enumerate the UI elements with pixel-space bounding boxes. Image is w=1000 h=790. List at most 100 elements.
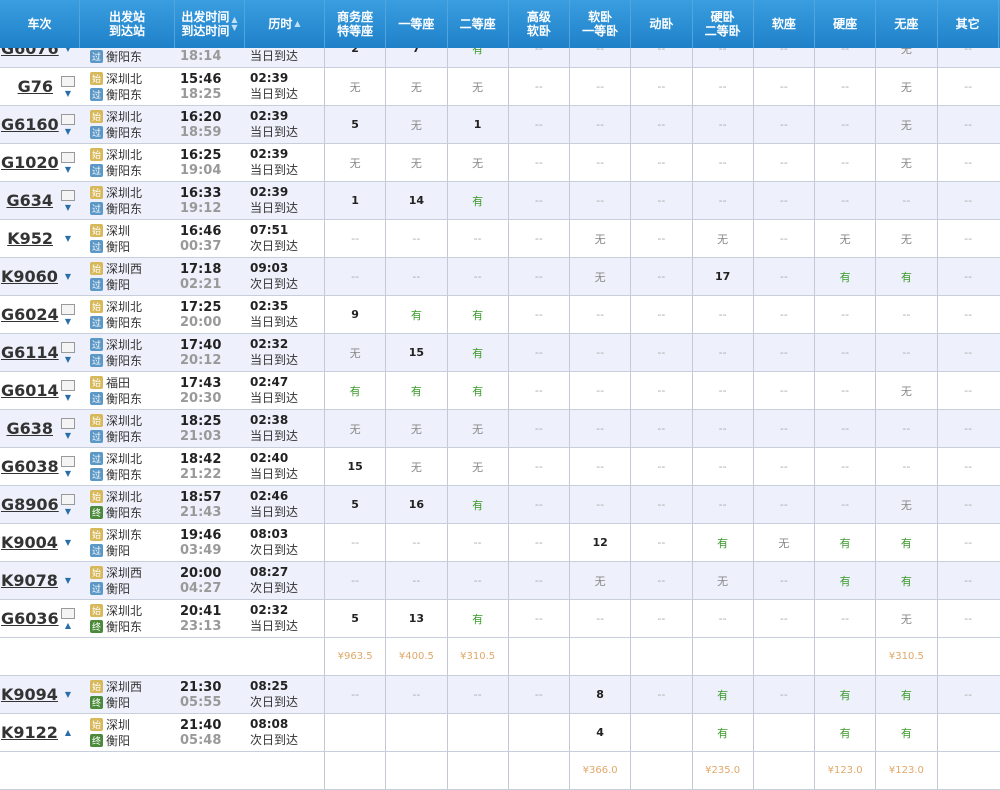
expand-down-icon[interactable]: ▼	[64, 430, 72, 440]
expand-down-icon[interactable]: ▼	[64, 202, 72, 212]
train-number-link[interactable]: K9122	[1, 723, 58, 742]
seat-availability[interactable]: 有	[325, 372, 387, 409]
seat-availability[interactable]: 15	[325, 448, 387, 485]
seat-availability[interactable]: 有	[876, 714, 938, 751]
train-info-doc-icon[interactable]	[61, 75, 75, 87]
train-info-doc-icon[interactable]	[61, 493, 75, 505]
seat-availability[interactable]: 有	[448, 296, 509, 333]
seat-availability[interactable]: 有	[448, 30, 509, 67]
train-number-link[interactable]: G634	[6, 191, 53, 210]
train-info-doc-icon[interactable]	[61, 607, 75, 619]
train-number-link[interactable]: G6160	[1, 115, 59, 134]
seat-availability[interactable]: 有	[815, 258, 877, 295]
expand-down-icon[interactable]: ▼	[64, 164, 72, 174]
train-number-link[interactable]: K952	[7, 229, 53, 248]
seat-availability[interactable]: 有	[693, 714, 754, 751]
seat-availability[interactable]: 有	[448, 486, 509, 523]
train-number-link[interactable]: G6036	[1, 609, 59, 628]
collapse-up-icon[interactable]: ▲	[64, 620, 72, 630]
expand-down-icon[interactable]: ▼	[64, 272, 72, 281]
train-info-doc-icon[interactable]	[61, 379, 75, 391]
seat-availability[interactable]: 有	[448, 182, 509, 219]
train-info-doc-icon[interactable]	[61, 455, 75, 467]
collapse-up-icon[interactable]: ▲	[64, 728, 72, 737]
from-station: 始深圳北	[90, 413, 142, 429]
train-info-doc-icon[interactable]	[61, 113, 75, 125]
seat-availability: --	[631, 562, 693, 599]
expand-down-icon[interactable]: ▼	[64, 506, 72, 516]
expand-down-icon[interactable]: ▼	[64, 392, 72, 402]
seat-availability[interactable]: 13	[386, 600, 448, 637]
seat-availability: --	[964, 422, 973, 435]
expand-down-icon[interactable]: ▼	[64, 234, 72, 243]
seat-availability[interactable]: 5	[325, 486, 387, 523]
seat-availability[interactable]: 有	[876, 676, 938, 713]
train-info-doc-icon[interactable]	[61, 417, 75, 429]
train-number-link[interactable]: G6038	[1, 457, 59, 476]
seat-availability[interactable]: 7	[386, 30, 448, 67]
train-info-doc-icon[interactable]	[61, 341, 75, 353]
train-number-link[interactable]: G6014	[1, 381, 59, 400]
seat-availability[interactable]: 有	[815, 562, 877, 599]
train-number-link[interactable]: K9094	[1, 685, 58, 704]
seat-availability[interactable]: 有	[876, 524, 938, 561]
seat-availability[interactable]: 有	[448, 334, 509, 371]
seat-availability[interactable]: 17	[693, 258, 754, 295]
seat-availability: --	[964, 612, 973, 625]
seat-availability[interactable]: 有	[815, 676, 877, 713]
expand-down-icon[interactable]: ▼	[64, 576, 72, 585]
pass-station-tag-icon: 过	[90, 582, 103, 595]
sort-up-icon[interactable]: ▲	[231, 15, 238, 24]
train-number-link[interactable]: G76	[17, 77, 53, 96]
seat-availability[interactable]: 有	[386, 296, 448, 333]
seat-availability[interactable]: 12	[570, 524, 632, 561]
seat-availability[interactable]: 16	[386, 486, 448, 523]
column-header[interactable]: 出发时间 到达时间 ▲ ▼	[175, 0, 245, 48]
train-number-link[interactable]: G638	[6, 419, 53, 438]
train-number-link[interactable]: K9060	[1, 267, 58, 286]
train-info-doc-icon[interactable]	[61, 189, 75, 201]
seat-availability[interactable]: 9	[325, 296, 387, 333]
sort-up-icon[interactable]: ▲	[294, 19, 301, 28]
duration: 08:08	[250, 717, 289, 731]
sort-arrows-icon[interactable]: ▲ ▼	[231, 16, 237, 32]
seat-availability[interactable]: 有	[815, 524, 877, 561]
seat-availability[interactable]: 5	[325, 106, 387, 143]
seat-availability[interactable]: 有	[815, 714, 877, 751]
expand-down-icon[interactable]: ▼	[64, 690, 72, 699]
seat-availability[interactable]: 有	[693, 524, 754, 561]
seat-availability[interactable]: 有	[386, 372, 448, 409]
train-number-link[interactable]: G1020	[1, 153, 59, 172]
expand-down-icon[interactable]: ▼	[64, 468, 72, 478]
seat-availability[interactable]: 14	[386, 182, 448, 219]
seat-availability[interactable]: 4	[570, 714, 632, 751]
seat-availability[interactable]: 有	[693, 676, 754, 713]
seat-availability[interactable]: 1	[448, 106, 509, 143]
seat-availability[interactable]: 8	[570, 676, 632, 713]
train-info-doc-icon[interactable]	[61, 151, 75, 163]
seat-availability[interactable]: 2	[325, 30, 387, 67]
expand-down-icon[interactable]: ▼	[64, 316, 72, 326]
expand-down-icon[interactable]: ▼	[64, 354, 72, 364]
sort-down-icon[interactable]: ▼	[231, 23, 238, 32]
seat-availability[interactable]: 有	[448, 372, 509, 409]
train-number-link[interactable]: G8906	[1, 495, 59, 514]
seat-availability[interactable]: 有	[876, 258, 938, 295]
train-number-link[interactable]: K9078	[1, 571, 58, 590]
column-header[interactable]: 历时 ▲	[245, 0, 325, 48]
seat-availability[interactable]: 15	[386, 334, 448, 371]
expand-down-icon[interactable]: ▼	[64, 44, 72, 53]
column-header: 硬座	[815, 0, 877, 48]
seat-availability[interactable]: 有	[876, 562, 938, 599]
seat-availability[interactable]: 有	[448, 600, 509, 637]
train-info-doc-icon[interactable]	[61, 303, 75, 315]
to-station-name: 衡阳东	[106, 50, 143, 64]
seat-availability[interactable]: 5	[325, 600, 387, 637]
seat-availability[interactable]: 1	[325, 182, 387, 219]
expand-down-icon[interactable]: ▼	[64, 126, 72, 136]
train-number-link[interactable]: G6024	[1, 305, 59, 324]
expand-down-icon[interactable]: ▼	[64, 538, 72, 547]
expand-down-icon[interactable]: ▼	[64, 88, 72, 98]
train-number-link[interactable]: G6114	[1, 343, 59, 362]
train-number-link[interactable]: K9004	[1, 533, 58, 552]
